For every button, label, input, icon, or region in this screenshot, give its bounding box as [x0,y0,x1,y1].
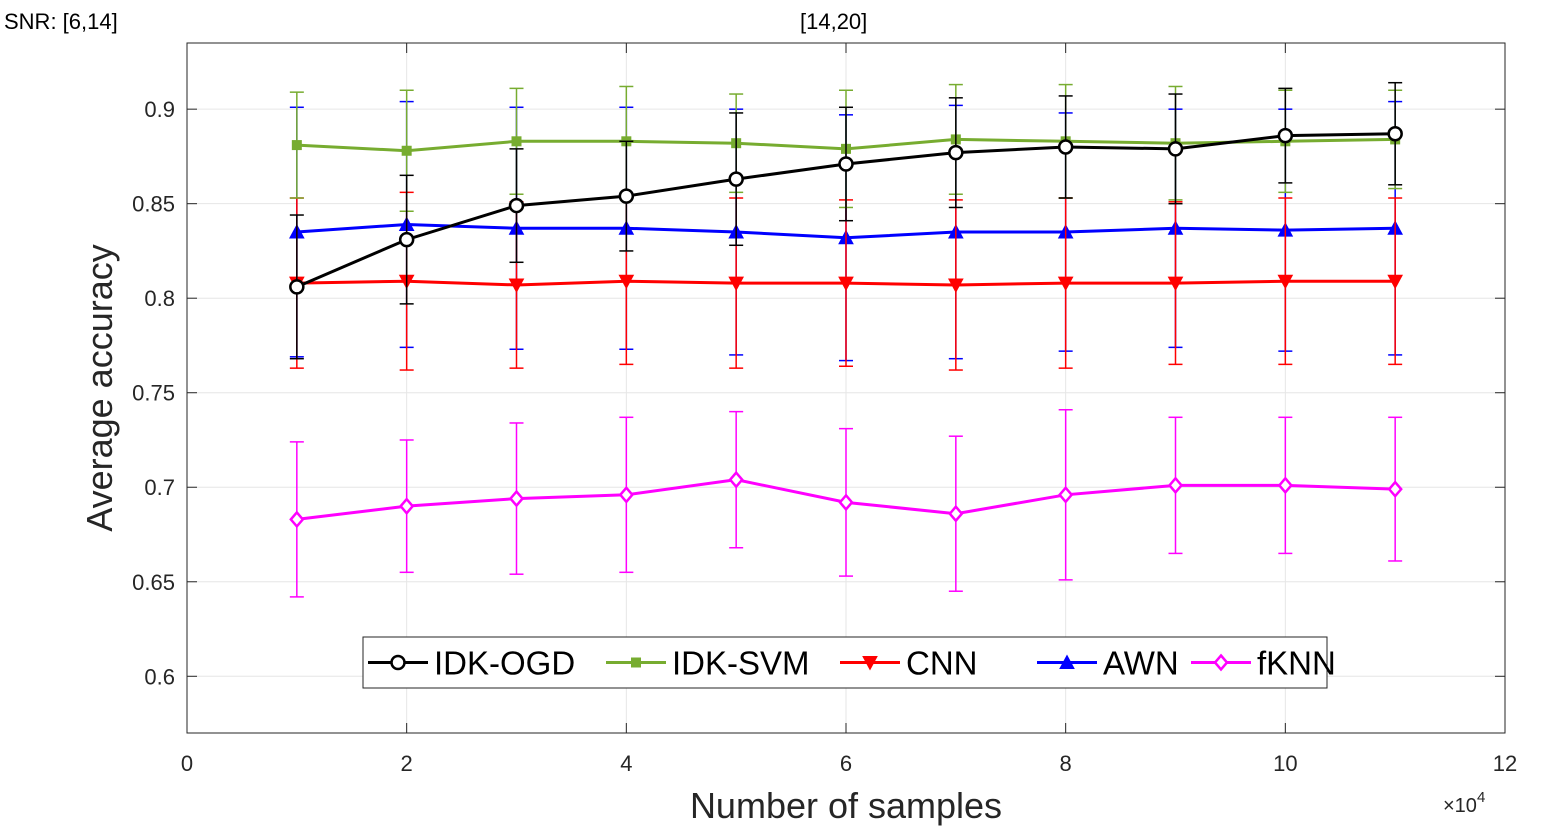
data-point [728,470,744,489]
data-point [1387,125,1403,142]
legend-item: IDK-SVM [606,645,810,682]
x-exponent-base: ×10 [1443,795,1477,817]
title-center: [14,20] [800,9,868,34]
legend-marker [390,654,406,671]
x-tick-label: 6 [840,751,852,776]
title-left: SNR: [6,14] [4,9,118,34]
legend-label: fKNN [1257,645,1336,682]
plot-frame [186,42,1506,734]
data-point [1057,139,1074,155]
data-point [947,278,964,294]
y-tick-label: 0.75 [132,381,175,406]
legend-label: IDK-OGD [434,645,575,682]
data-point [1387,480,1403,499]
data-point [289,510,305,529]
legend-marker [631,657,641,668]
data-point [291,140,302,151]
data-point [838,276,854,292]
legend-marker [1213,653,1229,672]
x-exponent-power: 4 [1477,789,1485,806]
data-point [401,145,412,156]
y-tick-label: 0.6 [144,664,175,689]
legend-item: fKNN [1191,645,1336,682]
legend-label: IDK-SVM [672,645,810,682]
data-point [1167,476,1184,495]
legend-marker [862,656,878,671]
data-point [838,493,854,512]
y-tick-label: 0.65 [132,570,175,595]
data-point [398,231,415,248]
data-point [1058,485,1074,504]
legend-label: AWN [1103,645,1179,682]
series-fknn [289,408,1403,598]
data-point [618,188,635,204]
data-point [1277,274,1294,290]
data-point [618,274,635,290]
data-point [838,156,854,172]
x-tick-label: 4 [620,751,632,776]
data-point [511,136,522,147]
x-tick-label: 8 [1060,751,1072,776]
legend: IDK-OGD IDK-SVM CNN AWN fKNN [362,636,1336,689]
data-point [948,504,964,523]
data-point [1167,141,1184,157]
y-tick-label: 0.7 [144,475,175,500]
legend-label: CNN [906,645,978,682]
x-axis-label: Number of samples [690,785,1002,826]
x-tick-label: 10 [1273,751,1297,776]
y-tick-label: 0.9 [144,97,175,122]
data-point [1167,276,1184,292]
x-tick-label: 2 [401,751,413,776]
x-axis-exponent: ×104 [1443,789,1485,817]
data-point [728,276,745,292]
series-layer [288,81,1404,598]
data-point [1277,127,1294,144]
series-idk-ogd [289,81,1403,360]
y-tick-label: 0.85 [132,192,175,217]
axes: 0 2 4 6 8 10 12 0.6 0.65 0.7 0.75 0.8 0.85 0.9 [132,42,1517,776]
data-point [508,278,525,294]
x-tick-label: 12 [1493,751,1517,776]
data-point [948,144,964,161]
legend-marker [1059,654,1075,669]
y-tick-label: 0.8 [144,286,175,311]
legend-item: IDK-OGD [368,645,575,682]
data-point [289,279,305,295]
data-point [728,171,744,187]
y-axis-label: Average accuracy [79,244,120,532]
data-point [1277,476,1293,495]
data-point [1057,276,1074,292]
legend-item: CNN [840,645,978,682]
data-point [508,489,525,508]
x-tick-label: 0 [181,751,193,776]
data-point [618,485,634,504]
data-point [508,197,525,214]
data-point [1387,274,1404,290]
data-point [399,497,415,516]
legend-item: AWN [1037,645,1179,682]
